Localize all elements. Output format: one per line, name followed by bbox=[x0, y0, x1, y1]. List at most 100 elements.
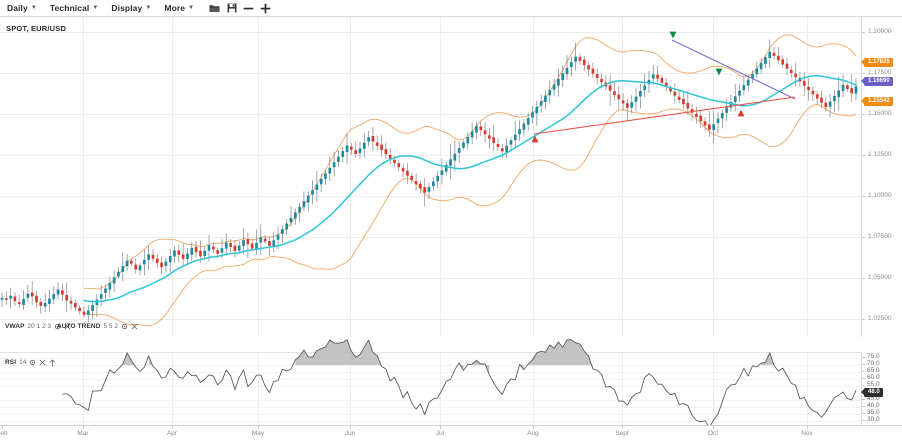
candle-body bbox=[815, 94, 819, 99]
candle-body bbox=[414, 181, 418, 185]
candle-body bbox=[203, 250, 207, 256]
candle-body bbox=[99, 294, 103, 299]
candle-body bbox=[276, 234, 280, 240]
price-tick-label: 1.02500 bbox=[868, 315, 892, 322]
candle-body bbox=[328, 167, 332, 174]
indicator-name-rsi: RSI bbox=[5, 359, 17, 366]
candle-body bbox=[233, 245, 237, 252]
rsi-tick-mark bbox=[862, 364, 865, 365]
buy-marker bbox=[737, 109, 745, 117]
indicator-params-rsi: 14 bbox=[19, 359, 27, 366]
candle-body bbox=[492, 137, 496, 143]
menu-daily[interactable]: Daily ▼ bbox=[0, 0, 43, 16]
rsi-tick-label: 70.0 bbox=[867, 360, 880, 367]
chevron-down-icon: ▼ bbox=[92, 5, 99, 11]
close-icon[interactable] bbox=[39, 359, 46, 366]
candle-body bbox=[837, 90, 841, 98]
candle-body bbox=[82, 311, 86, 315]
candle-body bbox=[108, 282, 112, 290]
candle-body bbox=[720, 113, 724, 119]
candle-body bbox=[600, 78, 603, 83]
gear-icon[interactable] bbox=[121, 323, 128, 330]
rsi-tick-mark bbox=[862, 413, 865, 414]
candle-body bbox=[125, 260, 129, 267]
candle-body bbox=[699, 115, 703, 122]
candle-body bbox=[772, 52, 776, 56]
last-price-flag: 1.16690 bbox=[864, 76, 893, 86]
candle-body bbox=[173, 250, 176, 257]
time-axis-label: Jun bbox=[344, 430, 356, 437]
menu-more[interactable]: More ▼ bbox=[157, 0, 200, 16]
rsi-pane[interactable] bbox=[0, 339, 862, 428]
candle-body bbox=[151, 254, 155, 259]
candle-body bbox=[242, 239, 245, 247]
rsi-tick-label: 35.0 bbox=[867, 409, 880, 416]
close-icon[interactable] bbox=[64, 323, 71, 330]
save-icon[interactable] bbox=[223, 0, 240, 16]
candle-body bbox=[268, 241, 271, 246]
time-axis-label: Nov bbox=[801, 430, 813, 437]
vwap-line bbox=[83, 75, 857, 303]
candle-body bbox=[143, 259, 146, 265]
candle-body bbox=[250, 243, 254, 249]
candle-body bbox=[207, 245, 211, 251]
candle-body bbox=[302, 201, 306, 208]
arrow-up-icon[interactable] bbox=[49, 359, 56, 366]
indicator-legend-autotrend[interactable]: AUTO TREND 5 5 2 bbox=[57, 323, 138, 330]
time-axis-label: Sept bbox=[615, 430, 629, 437]
indicator-legend-rsi[interactable]: RSI 14 bbox=[5, 359, 56, 366]
candle-body bbox=[319, 178, 323, 185]
candle-body bbox=[712, 124, 715, 130]
rsi-tick-label: 75.0 bbox=[867, 353, 880, 360]
candle-body bbox=[518, 129, 521, 135]
rsi-tick-label: 45.0 bbox=[867, 395, 880, 402]
candle-body bbox=[587, 65, 590, 70]
plus-icon[interactable] bbox=[257, 0, 274, 16]
candle-body bbox=[436, 175, 439, 182]
rsi-axis[interactable]: 75.0 70.0 65.0 60.0 55.0 45.0 40.0 35.0 30.0 48.0 bbox=[862, 352, 902, 425]
candle-body bbox=[22, 298, 25, 305]
time-axis-label: Jul bbox=[435, 430, 445, 437]
gear-icon[interactable] bbox=[29, 359, 36, 366]
menu-technical-label: Technical bbox=[49, 3, 90, 13]
time-tick-mark bbox=[83, 426, 84, 429]
time-tick-mark bbox=[172, 426, 173, 429]
menu-display[interactable]: Display ▼ bbox=[104, 0, 157, 16]
candle-body bbox=[440, 170, 444, 175]
indicator-legend-vwap[interactable]: VWAP 20 1 2 3 bbox=[5, 323, 71, 330]
candle-body bbox=[375, 142, 379, 146]
candle-body bbox=[9, 295, 12, 299]
folder-icon[interactable] bbox=[206, 0, 223, 16]
candle-body bbox=[216, 250, 219, 254]
price-axis[interactable]: 1.20000 1.17500 1.15000 1.12500 1.10000 1.075… bbox=[862, 17, 902, 337]
candle-body bbox=[582, 59, 586, 66]
close-icon[interactable] bbox=[131, 323, 138, 330]
candle-body bbox=[789, 69, 793, 73]
minus-icon[interactable] bbox=[240, 0, 257, 16]
chevron-down-icon: ▼ bbox=[145, 5, 152, 11]
time-axis-label: Feb bbox=[0, 430, 8, 437]
price-chart-pane[interactable] bbox=[0, 17, 862, 337]
candle-body bbox=[488, 135, 491, 139]
candle-body bbox=[13, 296, 17, 302]
gear-icon[interactable] bbox=[54, 323, 61, 330]
rsi-tick-label: 65.0 bbox=[867, 367, 880, 374]
candle-body bbox=[850, 88, 854, 94]
candle-body bbox=[483, 130, 487, 135]
candle-body bbox=[777, 55, 780, 61]
candle-body bbox=[690, 109, 694, 113]
candle-body bbox=[759, 62, 763, 70]
rsi-tick-mark bbox=[862, 420, 865, 421]
candle-body bbox=[380, 144, 383, 151]
candle-body bbox=[181, 254, 185, 259]
candle-body bbox=[423, 187, 427, 193]
rsi-tick-mark bbox=[862, 385, 865, 386]
candle-body bbox=[470, 131, 474, 138]
time-axis[interactable]: Feb Mar Apr May Jun Jul Aug Sept Oct Nov bbox=[0, 425, 902, 440]
menu-technical[interactable]: Technical ▼ bbox=[43, 0, 105, 16]
candle-body bbox=[43, 302, 47, 307]
candle-body bbox=[561, 73, 565, 81]
price-chart-canvas bbox=[0, 17, 862, 337]
candle-body bbox=[746, 79, 750, 86]
candle-body bbox=[362, 142, 366, 149]
